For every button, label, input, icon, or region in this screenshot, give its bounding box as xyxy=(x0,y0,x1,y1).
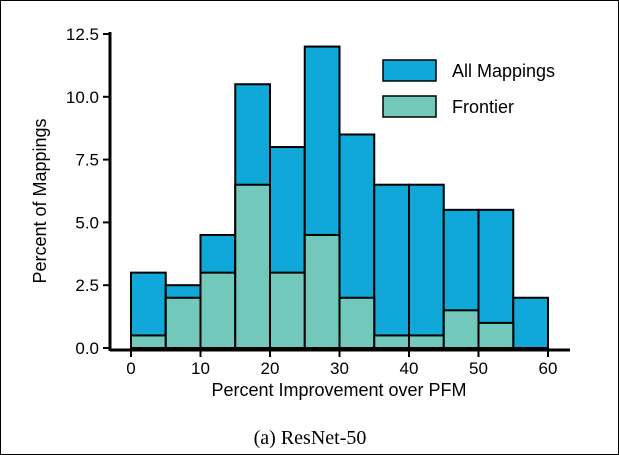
frontier-bar xyxy=(130,334,167,350)
x-tick-label: 10 xyxy=(191,359,210,378)
all-mappings-bar xyxy=(373,183,410,349)
y-tick-label: 10.0 xyxy=(66,88,99,107)
x-tick-label: 40 xyxy=(400,359,419,378)
y-tick-label: 2.5 xyxy=(75,276,99,295)
frontier-bar xyxy=(199,271,237,350)
frontier-bar xyxy=(303,233,341,350)
x-axis-title: Percent Improvement over PFM xyxy=(211,380,466,400)
figure-caption: (a) ResNet-50 xyxy=(254,427,367,449)
frontier-bar xyxy=(269,271,306,350)
y-axis-ticks: 0.0 2.5 5.0 7.5 10.0 12.5 xyxy=(66,25,110,358)
frontier-bar xyxy=(373,334,410,350)
x-tick-label: 60 xyxy=(539,359,558,378)
y-axis-title: Percent of Mappings xyxy=(30,118,50,283)
y-tick-label: 12.5 xyxy=(66,25,99,44)
legend: All Mappings Frontier xyxy=(382,59,555,118)
all-mappings-bar xyxy=(408,183,445,349)
x-axis-ticks: 0 10 20 30 40 50 60 xyxy=(126,350,557,378)
legend-label-all-mappings: All Mappings xyxy=(452,61,555,81)
legend-swatch-all-mappings xyxy=(382,59,437,82)
frontier-bars xyxy=(130,183,515,350)
frontier-bar xyxy=(408,334,445,350)
y-tick-label: 0.0 xyxy=(75,339,99,358)
y-tick-label: 5.0 xyxy=(75,213,99,232)
all-mappings-bar xyxy=(512,296,549,350)
y-tick-label: 7.5 xyxy=(75,151,99,170)
frontier-bar xyxy=(164,296,202,350)
legend-swatch-frontier xyxy=(382,95,437,118)
x-tick-label: 50 xyxy=(469,359,488,378)
x-tick-label: 20 xyxy=(261,359,280,378)
frontier-bar xyxy=(234,183,271,349)
frontier-bar xyxy=(477,321,515,350)
legend-label-frontier: Frontier xyxy=(452,97,514,117)
frontier-bar xyxy=(338,296,376,350)
x-tick-label: 30 xyxy=(330,359,349,378)
frontier-bar xyxy=(442,309,480,350)
x-tick-label: 0 xyxy=(126,359,135,378)
